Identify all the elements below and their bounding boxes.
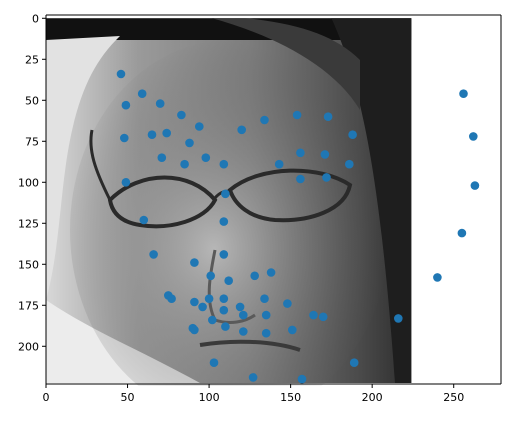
data-point bbox=[235, 302, 245, 312]
data-point bbox=[274, 159, 284, 169]
data-point bbox=[323, 112, 333, 121]
y-ticks: 0 25 50 75 100 125 150 175 200 bbox=[18, 12, 46, 353]
data-point bbox=[260, 294, 269, 304]
photo-face-highlight bbox=[70, 40, 390, 386]
x-tick-label: 200 bbox=[362, 391, 383, 404]
y-tick-label: 75 bbox=[25, 135, 39, 148]
data-point bbox=[157, 153, 167, 162]
data-point bbox=[149, 250, 158, 259]
photo-hair bbox=[212, 18, 360, 110]
glasses-left-lens bbox=[107, 175, 218, 229]
data-point bbox=[318, 312, 328, 322]
data-point bbox=[221, 322, 230, 331]
data-point bbox=[219, 217, 229, 226]
y-tick-label: 150 bbox=[18, 258, 39, 271]
data-point bbox=[219, 305, 229, 315]
y-tick-label: 200 bbox=[18, 340, 39, 353]
scatter-points bbox=[116, 69, 480, 384]
glasses-right-lens bbox=[227, 168, 353, 223]
data-point bbox=[167, 294, 176, 304]
x-tick-label: 250 bbox=[443, 391, 464, 404]
data-point bbox=[349, 358, 359, 368]
data-point bbox=[457, 228, 467, 238]
data-point bbox=[470, 181, 480, 190]
data-point bbox=[219, 159, 229, 169]
data-point bbox=[206, 271, 215, 281]
data-point bbox=[190, 325, 199, 335]
data-point bbox=[250, 271, 259, 281]
data-point bbox=[198, 302, 207, 312]
data-point bbox=[283, 299, 292, 308]
data-point bbox=[261, 328, 271, 338]
data-point bbox=[309, 310, 318, 320]
data-point bbox=[248, 373, 258, 382]
data-point bbox=[469, 132, 478, 141]
data-point bbox=[296, 148, 305, 158]
data-point bbox=[219, 250, 229, 259]
data-point bbox=[292, 110, 302, 120]
glasses-temple bbox=[89, 129, 112, 201]
photo-background-left bbox=[46, 36, 120, 300]
data-point bbox=[137, 89, 147, 98]
data-point bbox=[296, 174, 305, 184]
data-point bbox=[190, 297, 199, 307]
x-ticks: 0 50 100 150 200 250 bbox=[43, 384, 464, 404]
data-point bbox=[155, 99, 165, 108]
data-point bbox=[177, 110, 186, 120]
x-tick-label: 100 bbox=[199, 391, 220, 404]
data-point bbox=[348, 130, 357, 139]
data-point bbox=[204, 294, 214, 304]
data-point bbox=[239, 310, 248, 320]
data-point bbox=[208, 315, 217, 325]
data-point bbox=[345, 159, 354, 169]
x-tick-label: 0 bbox=[43, 391, 50, 404]
data-point bbox=[147, 130, 157, 139]
data-point bbox=[224, 276, 233, 286]
data-point bbox=[195, 122, 204, 131]
face-photo bbox=[46, 18, 412, 386]
data-point bbox=[239, 327, 248, 336]
data-point bbox=[219, 294, 229, 304]
data-point bbox=[120, 133, 129, 143]
data-point bbox=[162, 128, 171, 138]
y-tick-label: 100 bbox=[18, 176, 39, 189]
data-point bbox=[320, 150, 330, 159]
y-tick-label: 0 bbox=[32, 12, 39, 25]
data-point bbox=[209, 358, 219, 368]
data-point bbox=[180, 159, 189, 169]
data-point bbox=[394, 314, 403, 323]
axes bbox=[45, 14, 502, 385]
x-tick-label: 50 bbox=[121, 391, 135, 404]
data-point bbox=[201, 153, 211, 162]
data-point bbox=[237, 125, 246, 135]
y-tick-label: 175 bbox=[18, 299, 39, 312]
y-tick-label: 25 bbox=[25, 53, 39, 66]
y-tick-label: 50 bbox=[25, 94, 39, 107]
data-point bbox=[459, 89, 468, 98]
x-tick-label: 150 bbox=[280, 391, 301, 404]
data-point bbox=[433, 273, 442, 282]
data-point bbox=[266, 268, 276, 277]
data-point bbox=[221, 189, 230, 199]
data-point bbox=[116, 69, 126, 79]
data-point bbox=[297, 374, 307, 384]
data-point bbox=[322, 173, 331, 182]
photo-mouth bbox=[199, 339, 301, 352]
y-tick-label: 125 bbox=[18, 217, 39, 230]
data-point bbox=[190, 258, 199, 267]
data-point bbox=[288, 325, 297, 335]
photo-dark-edge bbox=[331, 18, 412, 383]
data-point bbox=[121, 178, 131, 187]
data-point bbox=[260, 115, 269, 125]
data-point bbox=[121, 100, 131, 110]
photo-shirt bbox=[46, 300, 200, 383]
data-point bbox=[185, 138, 194, 148]
data-point bbox=[139, 215, 149, 225]
data-point bbox=[261, 310, 271, 320]
